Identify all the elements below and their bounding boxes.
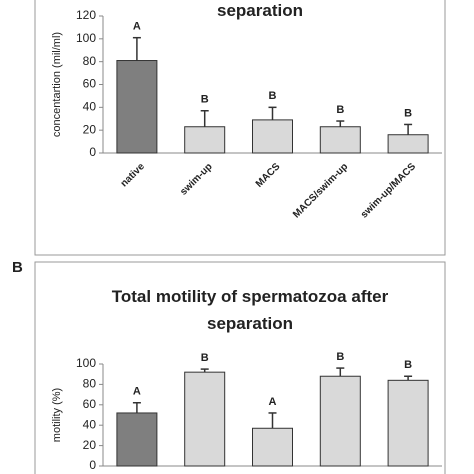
y-tick-label: 60	[83, 77, 97, 91]
x-tick-label: native	[119, 161, 148, 190]
bar	[387, 134, 429, 154]
bar	[252, 427, 293, 467]
significance-label: B	[404, 107, 412, 119]
significance-label: B	[201, 94, 209, 106]
significance-label: B	[201, 352, 209, 364]
significance-label: B	[336, 351, 344, 363]
significance-label: A	[269, 396, 277, 408]
bar	[184, 371, 226, 467]
significance-label: A	[133, 21, 141, 33]
significance-label: B	[404, 359, 412, 371]
x-tick-label: swim-up	[178, 161, 214, 197]
panel-label: B	[12, 259, 23, 276]
bar	[387, 379, 429, 467]
bar	[319, 375, 361, 467]
y-axis-label: concentartion (mil/ml)	[51, 32, 63, 137]
y-tick-label: 100	[76, 356, 96, 370]
bar	[116, 60, 158, 154]
y-tick-label: 120	[76, 8, 96, 22]
chart-title: separation	[217, 1, 303, 20]
y-tick-label: 40	[83, 417, 97, 431]
x-tick-label: MACS	[254, 161, 283, 190]
y-tick-label: 0	[89, 458, 96, 472]
panel-frame	[34, 261, 446, 474]
bar	[184, 126, 226, 154]
y-tick-label: 80	[83, 377, 97, 391]
panel-frame	[34, 0, 446, 256]
y-tick-label: 100	[76, 31, 96, 45]
y-tick-label: 60	[83, 397, 97, 411]
y-axis-label: motility (%)	[51, 388, 63, 442]
y-tick-label: 0	[89, 145, 96, 159]
x-tick-label: MACS/swim-up	[291, 161, 350, 220]
bar	[319, 126, 361, 154]
significance-label: B	[336, 104, 344, 116]
y-tick-label: 80	[83, 54, 97, 68]
chart-title: Total motility of spermatozoa after sepa…	[111, 287, 389, 333]
y-tick-label: 20	[83, 438, 97, 452]
significance-label: A	[133, 386, 141, 398]
x-tick-label: swim-up/MACS	[359, 161, 418, 220]
y-tick-label: 40	[83, 100, 97, 114]
significance-label: B	[269, 90, 277, 102]
bar	[116, 412, 158, 467]
y-tick-label: 20	[83, 122, 97, 136]
bar	[252, 119, 293, 154]
